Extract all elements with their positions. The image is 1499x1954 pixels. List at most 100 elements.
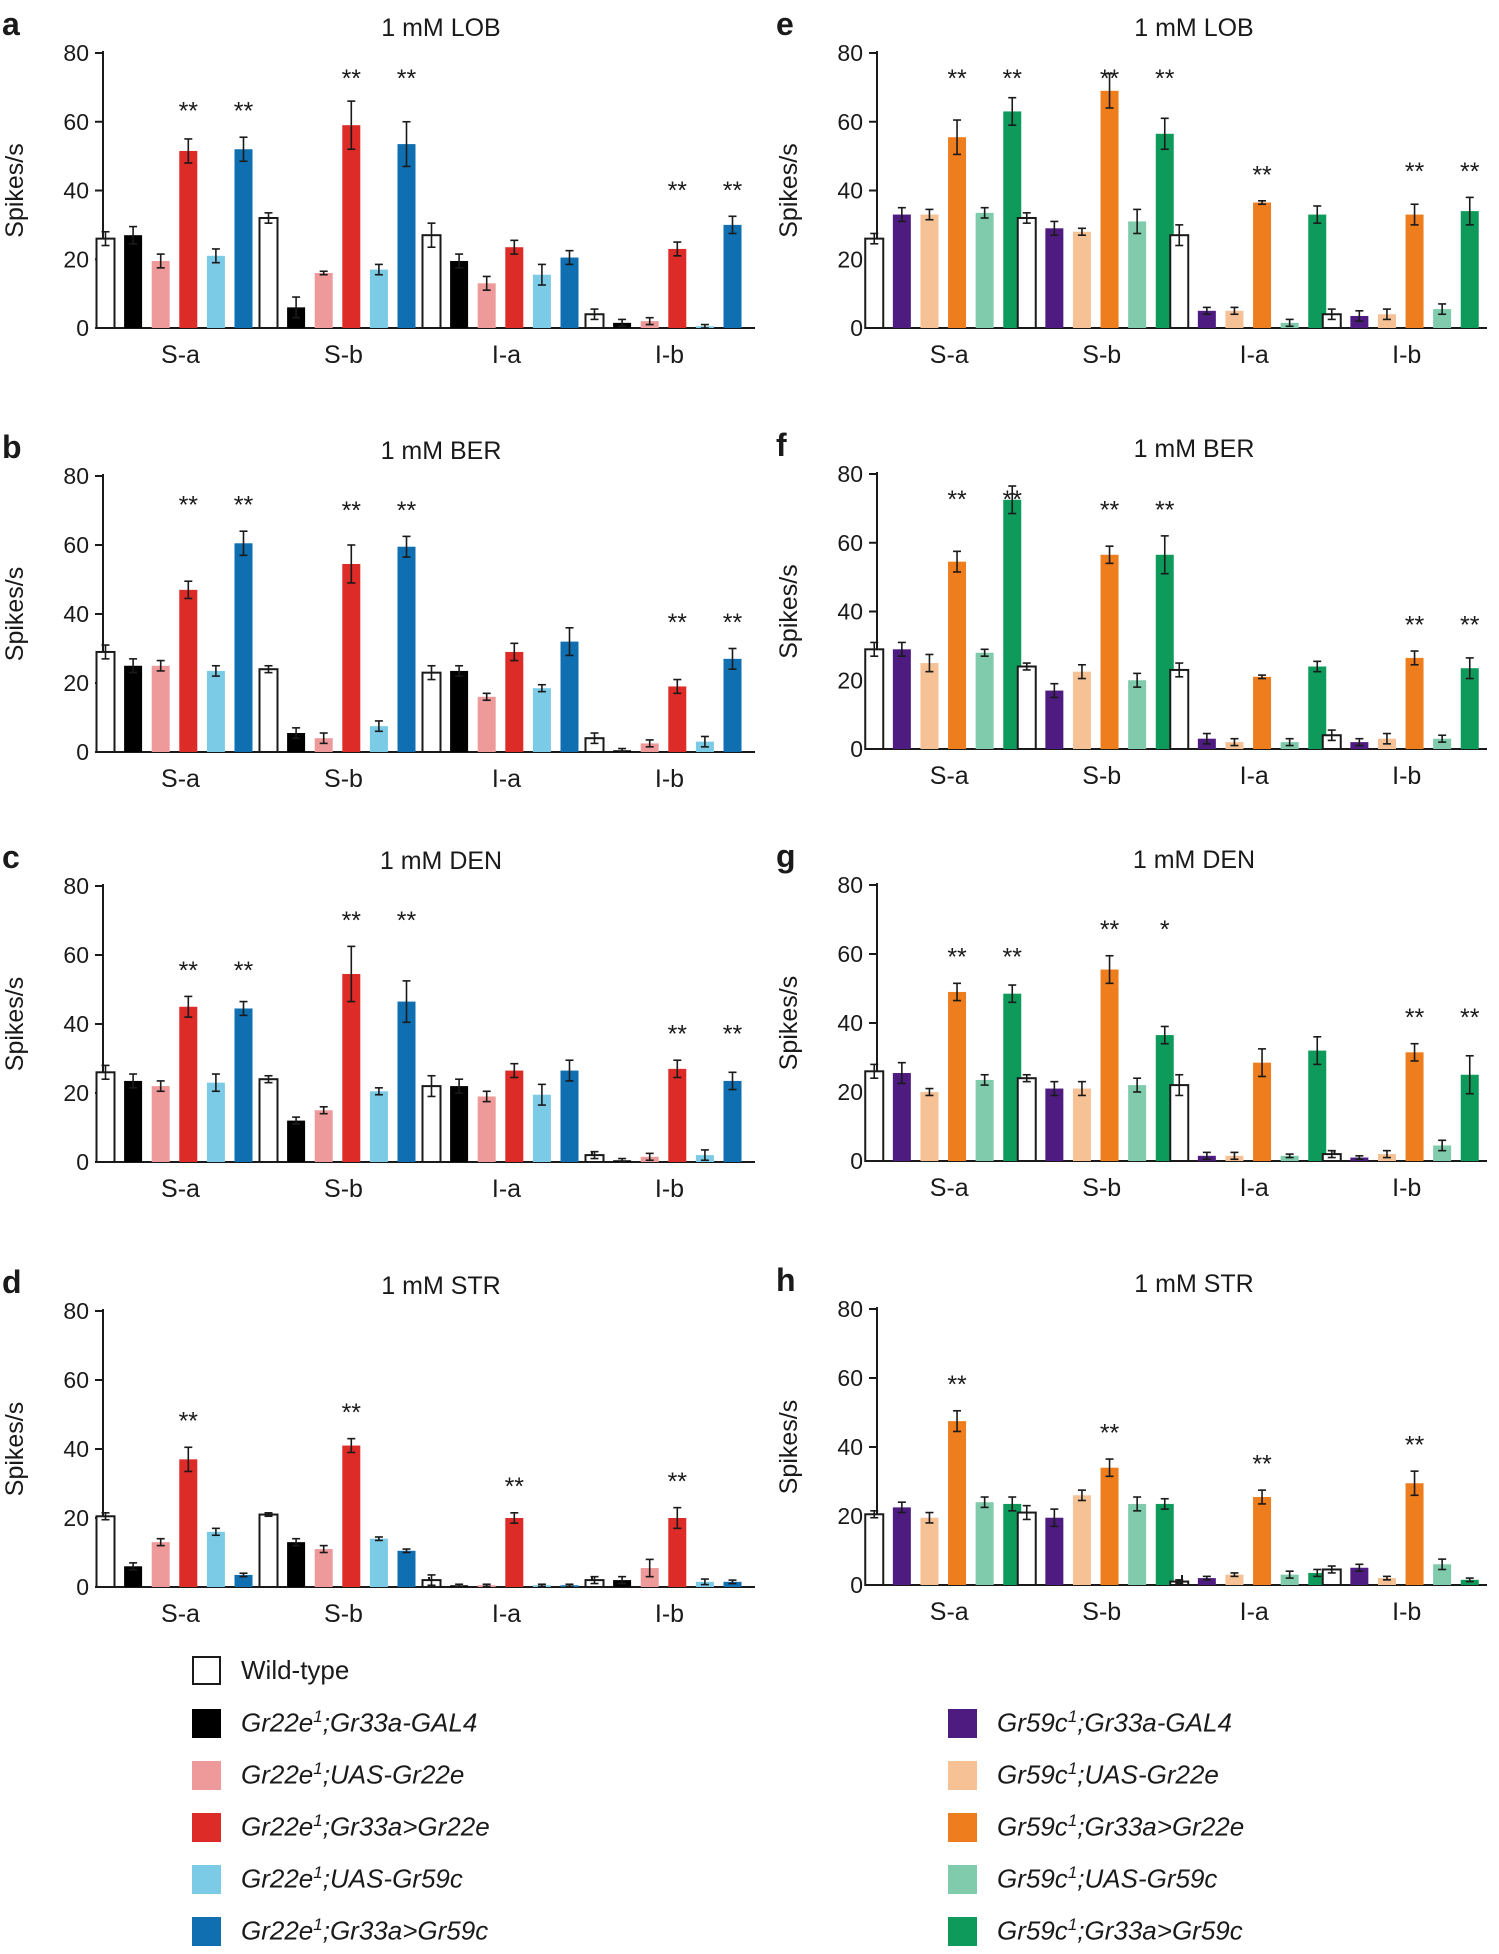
x-category-label: S-a	[161, 341, 200, 369]
bar	[450, 260, 469, 328]
legend-swatch	[948, 1708, 977, 1738]
significance-marker: **	[342, 497, 362, 525]
y-tick-label: 60	[63, 1367, 89, 1393]
bar	[920, 1517, 939, 1585]
bar	[477, 1096, 496, 1162]
x-category-label: I-b	[655, 765, 684, 793]
bar	[1155, 1503, 1174, 1585]
y-tick-label: 20	[63, 1080, 89, 1106]
y-tick-label: 20	[63, 246, 89, 272]
y-tick-label: 20	[63, 1505, 89, 1531]
bar	[1308, 666, 1327, 749]
bar	[397, 144, 416, 328]
bar	[1225, 310, 1244, 328]
bar	[532, 274, 551, 328]
y-tick-label: 0	[850, 1572, 863, 1598]
bar	[1128, 680, 1147, 749]
y-axis-label: Spikes/s	[1, 977, 29, 1071]
bar	[920, 663, 939, 749]
panel-h: h 1 mM STR Spikes/s 0 20 40 60 80 S-a S-b I-a I-b **…	[775, 1262, 1487, 1626]
x-category-label: I-a	[492, 765, 521, 793]
y-tick-label: 0	[850, 315, 863, 341]
bar	[892, 1073, 911, 1161]
y-tick-label: 40	[63, 1436, 89, 1462]
bar	[1100, 554, 1119, 749]
significance-marker: **	[1003, 944, 1023, 972]
bar	[206, 255, 225, 328]
legend-item-right-4: Gr59c1;Gr33a>Gr59c	[948, 1913, 1243, 1949]
y-axis-label: Spikes/s	[775, 143, 803, 237]
significance-marker: **	[1100, 65, 1120, 93]
bar	[1197, 1578, 1216, 1585]
bar	[287, 733, 306, 752]
chart-title: 1 mM BER	[1134, 435, 1255, 463]
bar	[151, 1542, 170, 1587]
bar	[1433, 1564, 1452, 1585]
x-category-label: I-b	[655, 341, 684, 369]
bar	[975, 652, 994, 749]
legend-item-left-0: Gr22e1;Gr33a-GAL4	[192, 1705, 477, 1741]
y-tick-label: 20	[63, 670, 89, 696]
bar	[1308, 214, 1327, 328]
bar	[234, 149, 253, 328]
legend-label: Gr22e1;Gr33a-GAL4	[241, 1707, 478, 1738]
y-tick-label: 60	[63, 532, 89, 558]
significance-marker: **	[668, 1468, 688, 1496]
y-tick-label: 40	[837, 178, 863, 204]
legend-item-right-3: Gr59c1;UAS-Gr59c	[948, 1861, 1217, 1897]
panel-a: a 1 mM LOB Spikes/s 0 20 40 60 80 S-a S-b I-a I-b **…	[1, 6, 755, 369]
x-category-label: I-a	[492, 341, 521, 369]
bar	[1045, 690, 1064, 749]
bar	[723, 1080, 742, 1162]
x-category-label: S-b	[324, 1175, 363, 1203]
bar	[532, 688, 551, 752]
bar	[314, 273, 333, 328]
chart-title: 1 mM LOB	[381, 14, 500, 42]
y-tick-label: 60	[837, 109, 863, 135]
bar	[1253, 1497, 1272, 1585]
significance-marker: **	[1460, 1004, 1480, 1032]
x-category-label: S-a	[161, 765, 200, 793]
y-axis-label: Spikes/s	[1, 1402, 29, 1496]
bar	[1405, 1052, 1424, 1161]
y-tick-label: 20	[837, 667, 863, 693]
legend-swatch	[948, 1760, 977, 1790]
significance-marker: **	[505, 1473, 525, 1501]
bar	[1280, 1155, 1299, 1161]
x-category-label: S-b	[324, 341, 363, 369]
y-tick-label: 80	[837, 40, 863, 66]
bar	[560, 1070, 579, 1162]
bar	[723, 224, 742, 328]
x-category-label: S-b	[324, 1600, 363, 1628]
y-tick-label: 40	[63, 601, 89, 627]
bar	[369, 726, 388, 752]
bar	[179, 1459, 198, 1587]
bar	[948, 137, 967, 328]
x-category-label: S-b	[1082, 1174, 1121, 1202]
bar	[668, 1068, 687, 1162]
bar	[505, 1518, 524, 1587]
bar	[1350, 1567, 1369, 1585]
x-category-label: I-b	[1392, 762, 1421, 790]
panel-d: d 1 mM STR Spikes/s 0 20 40 60 80 S-a S-b I-a I-b **…	[1, 1264, 755, 1628]
bar	[1100, 1467, 1119, 1585]
y-tick-label: 80	[63, 40, 89, 66]
bar	[151, 260, 170, 328]
significance-marker: **	[234, 98, 254, 126]
bar	[1433, 309, 1452, 328]
significance-marker: **	[234, 492, 254, 520]
legend-swatch	[192, 1864, 221, 1894]
y-axis-label: Spikes/s	[775, 1400, 803, 1494]
bar	[234, 1008, 253, 1162]
bar	[560, 641, 579, 752]
significance-marker: **	[947, 944, 967, 972]
significance-marker: **	[1003, 486, 1023, 514]
bar	[314, 1549, 333, 1587]
chart-title: 1 mM BER	[381, 437, 502, 465]
bar	[477, 283, 496, 328]
bar	[1460, 1579, 1479, 1585]
x-category-label: S-b	[1082, 1598, 1121, 1626]
y-tick-label: 20	[837, 1079, 863, 1105]
significance-marker: **	[179, 1408, 199, 1436]
